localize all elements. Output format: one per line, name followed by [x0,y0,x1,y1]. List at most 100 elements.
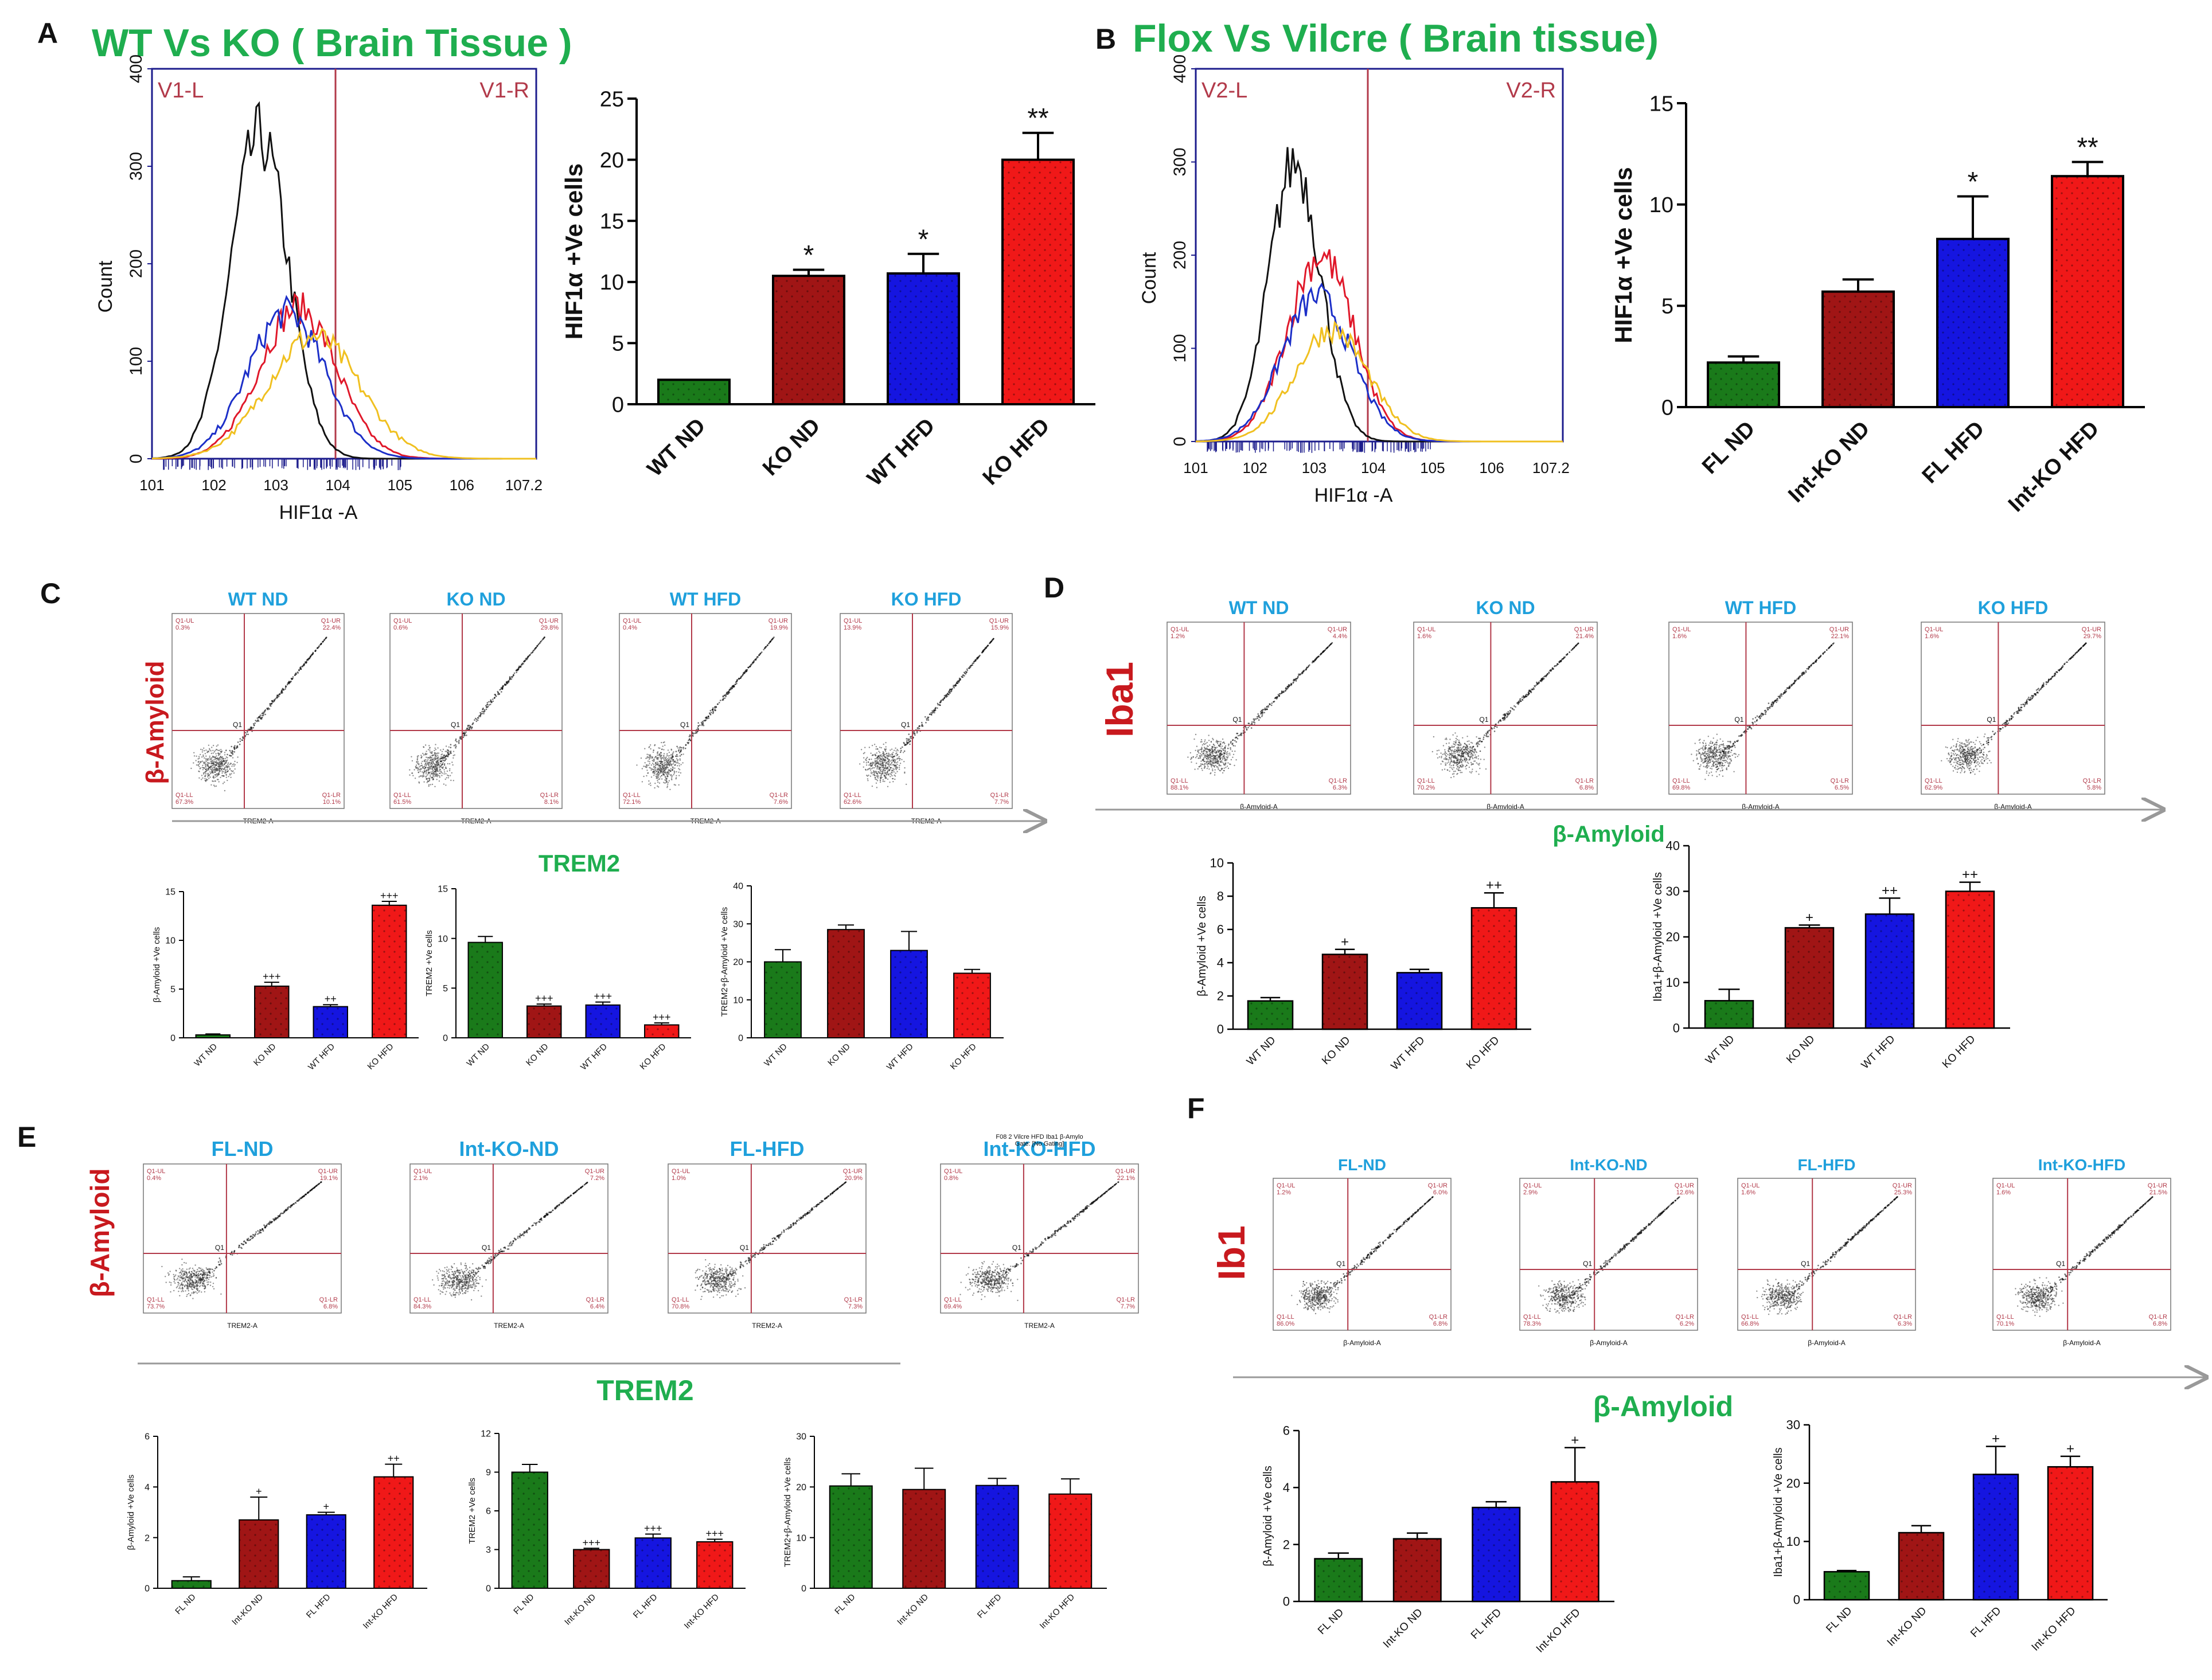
dotplot-c-3-event [910,736,912,737]
bar-chart-d1-ytick-label: 4 [1217,956,1224,970]
dotplot-c-0-event [216,757,218,760]
dotplot-c-0-event [239,738,241,740]
dotplot-c-3-event [868,759,871,760]
dotplot-d-1-event [1450,761,1452,763]
dotplot-c-2-event [665,757,666,759]
dotplot-c-1-event [424,752,427,755]
dotplot-c-0-event [213,766,214,768]
dotplot-d-0-event [1218,767,1219,769]
dotplot-d-0-event [1228,743,1230,745]
dotplot-c-3-event [894,778,896,780]
bar-chart-d1-bar-texture [1248,1001,1293,1029]
dotplot-c-1-event [421,756,423,757]
dotplot-d-0-event [1276,696,1278,698]
dotplot-d-1-event [1461,752,1462,754]
dotplot-c-2-event [758,654,760,657]
dotplot-c-0-event [271,700,274,702]
dotplot-c-2-q-lr-line: Q1-LR [770,792,788,799]
dotplot-d-0-event [1220,760,1223,762]
dotplot-d-0-event [1278,693,1281,695]
dotplot-c-0-event [306,661,307,663]
bar-chart-e2-category-label: Int-KO HFD [682,1592,721,1631]
dotplot-c-2-event [672,767,674,768]
dotplot-d-0-event [1227,755,1229,757]
bar-chart-e1-ytick-label: 4 [145,1483,150,1493]
dotplot-c-0-event [222,783,224,784]
dotplot-c-1-event [430,752,432,754]
dotplot-d-1-event [1509,710,1511,712]
dotplot-c-3-event [903,752,904,753]
bar-chart-e2-bar-texture [697,1542,733,1588]
dotplot-c-0-event [219,765,221,767]
dotplot-c-0-event [219,753,221,755]
dotplot-c-3-event [898,756,900,758]
dotplot-c-1-event [430,774,431,776]
bar-chart-e3-ytick-label: 0 [801,1584,806,1594]
dotplot-d-1-event [1504,717,1505,718]
dotplot-d-0-event [1270,704,1273,706]
dotplot-d-1-q-ll-line: 70.2% [1417,784,1435,791]
dotplot-c-3-event [896,752,898,754]
dotplot-c-2-event [644,762,646,764]
dotplot-c-3-event [959,679,961,681]
histogram-a-xtick: 104 [325,476,350,494]
dotplot-c-1-event [510,678,512,680]
dotplot-d-1-event [1460,772,1461,773]
dotplot-c-1-event [443,755,446,756]
dotplot-c-0-event [225,776,227,778]
dotplot-d-0-event [1211,747,1213,749]
dotplot-c-3-q-center: Q1 [901,721,910,729]
dotplot-c-1-event [416,763,419,764]
dotplot-c-2-event [653,764,655,765]
dotplot-d-1-event [1478,773,1480,775]
dotplot-d-0-event [1207,756,1210,758]
dotplot-c-0-event [227,770,229,772]
dotplot-c-0-event [204,750,205,752]
bar-chart-e1-category-label: FL HFD [305,1592,333,1620]
dotplot-c-3-event [888,769,890,772]
dotplot-c-0-event [216,773,218,775]
dotplot-d-2-event [1698,751,1699,752]
dotplot-d-1-event [1454,756,1456,759]
dotplot-d-0-event [1230,742,1232,744]
dotplot-c-0-event [227,766,229,768]
dotplot-d-0-event [1204,765,1206,767]
dotplot-c-2-event [664,771,666,773]
dotplot-d-0-event [1223,741,1225,744]
bar-chart-f2-significance: + [2066,1441,2074,1456]
dotplot-c-0-event [212,767,213,769]
dotplot-d-0-event [1200,739,1203,741]
bar-chart-e1-bar-texture [239,1519,279,1588]
dotplot-c-3-event [921,722,923,724]
dotplot-d-1-event [1478,737,1480,740]
histogram-b-ytick: 400 [1171,54,1189,83]
dotplot-c-1-q-lr-line: 8.1% [544,799,559,806]
dotplot-c-3-event [870,771,872,773]
dotplot-c-1-event [433,774,435,776]
dotplot-d-0-event [1218,751,1220,753]
dotplot-c-1-event [447,763,448,765]
dotplot-c-1-event [428,772,430,774]
dotplot-d-0-event [1215,761,1216,764]
dotplot-c-3-event [878,756,880,757]
dotplot-c-2-event [736,683,738,685]
dotplot-c-0-event [215,768,217,771]
dotplot-c-0-event [208,778,210,779]
dotplot-d-2-event [1726,756,1728,759]
dotplot-c-2-event [680,772,682,774]
bar-chart-d2-category-label: WT HFD [1859,1033,1898,1072]
dotplot-c-1-event [411,772,413,774]
dotplot-c-1-q-ul-line: 0.6% [393,624,408,631]
dotplot-c-1-event [453,745,455,747]
dotplot-d-1-event [1445,758,1446,760]
dotplot-c-1-event [422,767,424,769]
bar-chart-d1-ytick-label: 6 [1217,923,1224,937]
dotplot-c-0-event [219,770,221,772]
dotplot-c-3-event [896,763,898,765]
dotplot-c-2-event [679,758,681,760]
dotplot-c-0-event [220,769,223,771]
dotplot-c-2-event [660,776,661,778]
dotplot-d-0-event [1222,757,1224,759]
dotplot-c-3-event [929,713,931,716]
dotplot-c-0-event [228,766,230,768]
